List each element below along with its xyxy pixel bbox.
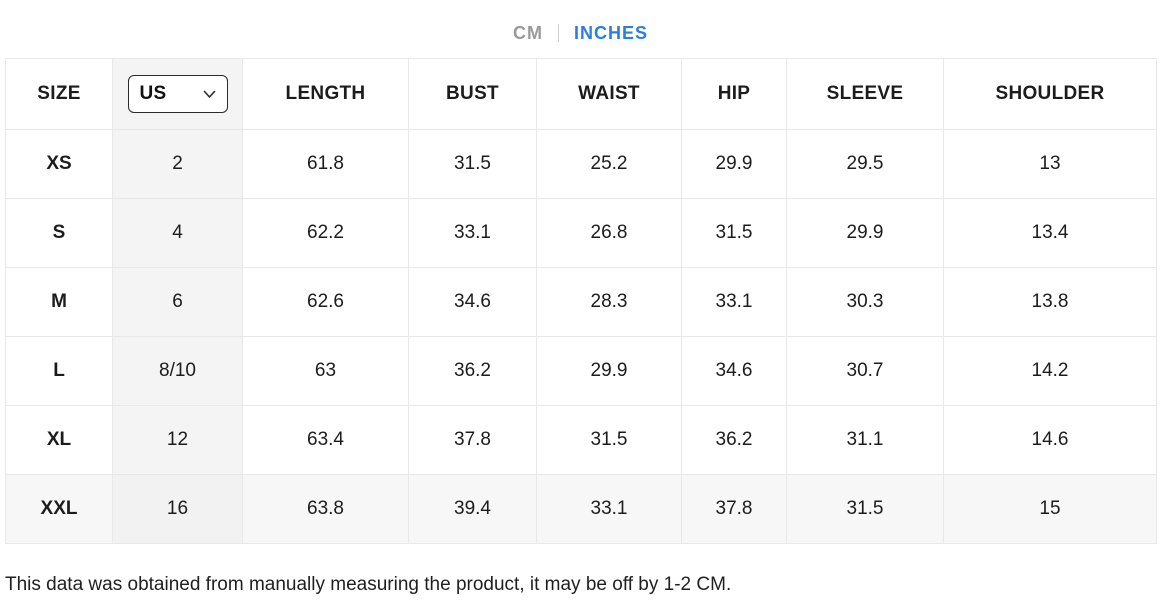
header-length: LENGTH (242, 58, 409, 130)
sleeve-value: 31.1 (786, 405, 944, 475)
chevron-down-icon (203, 90, 216, 99)
header-shoulder: SHOULDER (943, 58, 1157, 130)
hip-value: 31.5 (681, 198, 787, 268)
bust-value: 36.2 (408, 336, 537, 406)
region-select-value: US (139, 83, 167, 104)
header-hip: HIP (681, 58, 787, 130)
length-value: 62.6 (242, 267, 409, 337)
us-size-value: 6 (112, 267, 243, 337)
table-row-s: S 4 62.2 33.1 26.8 31.5 29.9 13.4 (5, 198, 1157, 268)
sleeve-value: 29.5 (786, 129, 944, 199)
shoulder-value: 15 (943, 474, 1157, 544)
table-row-l: L 8/10 63 36.2 29.9 34.6 30.7 14.2 (5, 336, 1157, 406)
sleeve-value: 30.7 (786, 336, 944, 406)
shoulder-value: 13.8 (943, 267, 1157, 337)
size-chart: SIZE US LENGTH BUST WAIST HIP SLEEVE SHO… (5, 58, 1157, 544)
bust-value: 33.1 (408, 198, 537, 268)
length-value: 61.8 (242, 129, 409, 199)
table-row-xs: XS 2 61.8 31.5 25.2 29.9 29.5 13 (5, 129, 1157, 199)
bust-value: 31.5 (408, 129, 537, 199)
us-size-value: 2 (112, 129, 243, 199)
shoulder-value: 14.2 (943, 336, 1157, 406)
region-select[interactable]: US (127, 75, 228, 113)
header-row: SIZE US LENGTH BUST WAIST HIP SLEEVE SHO… (5, 58, 1157, 130)
shoulder-value: 13 (943, 129, 1157, 199)
sleeve-value: 31.5 (786, 474, 944, 544)
waist-value: 33.1 (536, 474, 682, 544)
header-waist: WAIST (536, 58, 682, 130)
us-size-value: 16 (112, 474, 243, 544)
measurement-disclaimer: This data was obtained from manually mea… (5, 574, 732, 595)
sleeve-value: 30.3 (786, 267, 944, 337)
length-value: 62.2 (242, 198, 409, 268)
table-row-xl: XL 12 63.4 37.8 31.5 36.2 31.1 14.6 (5, 405, 1157, 475)
size-label: XXL (5, 474, 113, 544)
us-size-value: 8/10 (112, 336, 243, 406)
bust-value: 34.6 (408, 267, 537, 337)
header-sleeve: SLEEVE (786, 58, 944, 130)
length-value: 63.8 (242, 474, 409, 544)
unit-toggle: CM INCHES (0, 0, 1161, 46)
sleeve-value: 29.9 (786, 198, 944, 268)
hip-value: 36.2 (681, 405, 787, 475)
length-value: 63 (242, 336, 409, 406)
table-row-xxl: XXL 16 63.8 39.4 33.1 37.8 31.5 15 (5, 474, 1157, 544)
size-label: M (5, 267, 113, 337)
waist-value: 26.8 (536, 198, 682, 268)
unit-toggle-divider (557, 24, 559, 42)
size-label: XL (5, 405, 113, 475)
unit-option-inches[interactable]: INCHES (573, 23, 648, 43)
header-bust: BUST (408, 58, 537, 130)
size-label: XS (5, 129, 113, 199)
unit-option-cm[interactable]: CM (512, 23, 543, 43)
hip-value: 34.6 (681, 336, 787, 406)
waist-value: 29.9 (536, 336, 682, 406)
size-label: L (5, 336, 113, 406)
waist-value: 25.2 (536, 129, 682, 199)
table-row-m: M 6 62.6 34.6 28.3 33.1 30.3 13.8 (5, 267, 1157, 337)
hip-value: 33.1 (681, 267, 787, 337)
shoulder-value: 14.6 (943, 405, 1157, 475)
header-size: SIZE (5, 58, 113, 130)
header-region-cell: US (112, 58, 243, 130)
bust-value: 39.4 (408, 474, 537, 544)
size-label: S (5, 198, 113, 268)
us-size-value: 12 (112, 405, 243, 475)
hip-value: 37.8 (681, 474, 787, 544)
waist-value: 28.3 (536, 267, 682, 337)
us-size-value: 4 (112, 198, 243, 268)
hip-value: 29.9 (681, 129, 787, 199)
bust-value: 37.8 (408, 405, 537, 475)
waist-value: 31.5 (536, 405, 682, 475)
length-value: 63.4 (242, 405, 409, 475)
size-chart-table: SIZE US LENGTH BUST WAIST HIP SLEEVE SHO… (5, 58, 1157, 544)
shoulder-value: 13.4 (943, 198, 1157, 268)
